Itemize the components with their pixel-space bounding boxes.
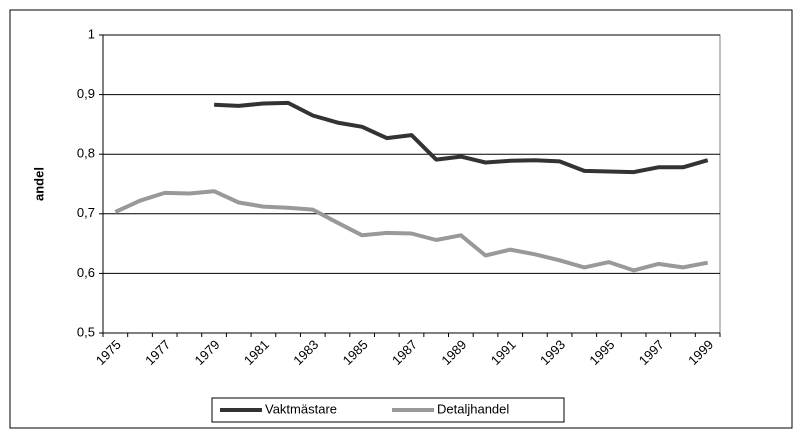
plot-area bbox=[102, 34, 721, 334]
y-tick-label: 0,6 bbox=[77, 265, 95, 280]
series-line bbox=[114, 189, 709, 273]
y-tick-label: 1 bbox=[88, 26, 95, 41]
y-tick-label: 0,7 bbox=[77, 205, 95, 220]
y-axis-label: andel bbox=[31, 167, 46, 201]
legend-label: Detaljhandel bbox=[437, 401, 509, 416]
y-tick-label: 0,9 bbox=[77, 86, 95, 101]
series-line bbox=[214, 100, 709, 175]
y-tick-label: 0,8 bbox=[77, 146, 95, 161]
y-tick-label: 0,5 bbox=[77, 324, 95, 339]
legend-label: Vaktmästare bbox=[265, 401, 337, 416]
legend-box bbox=[211, 397, 565, 423]
